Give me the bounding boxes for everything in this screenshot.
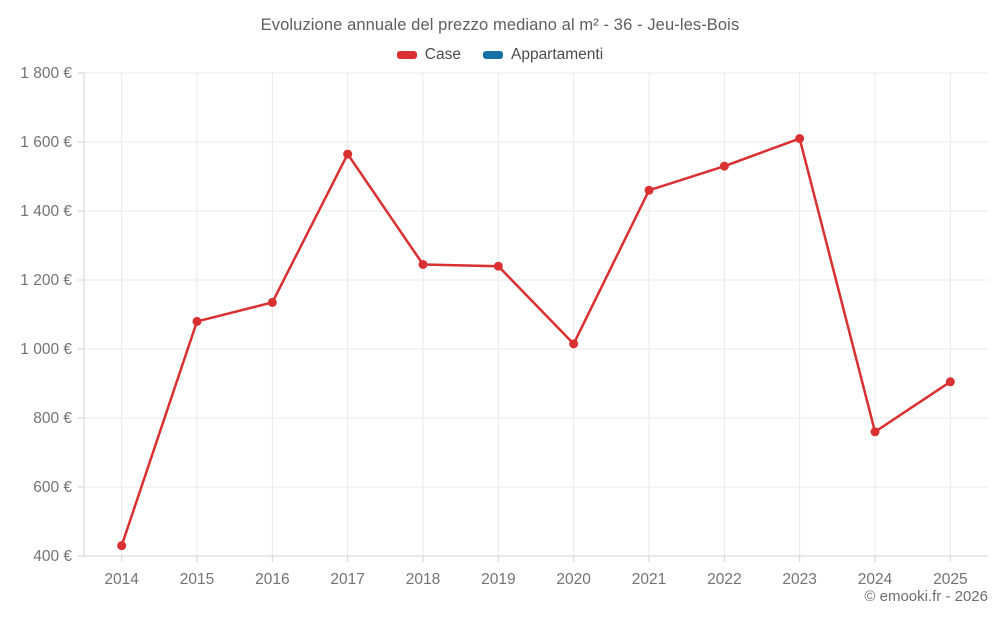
legend-label-appartamenti: Appartamenti (510, 46, 604, 63)
x-axis-label: 2025 (933, 571, 967, 588)
x-axis-label: 2020 (556, 571, 591, 588)
data-point[interactable] (945, 377, 955, 387)
x-axis-label: 2024 (858, 571, 893, 588)
copyright: © emooki.fr - 2026 (864, 588, 988, 605)
legend-item-appartamenti[interactable]: Appartamenti (482, 46, 604, 64)
data-point[interactable] (870, 427, 880, 437)
y-axis-label: 600 € (33, 479, 72, 496)
x-axis-label: 2023 (782, 571, 816, 588)
data-point[interactable] (795, 134, 805, 144)
chart-title: Evoluzione annuale del prezzo mediano al… (260, 16, 740, 34)
data-point[interactable] (343, 149, 353, 159)
x-axis-label: 2014 (104, 571, 139, 588)
x-axis-label: 2022 (707, 571, 741, 588)
x-axis-label: 2016 (255, 571, 289, 588)
data-point[interactable] (267, 297, 277, 307)
y-axis-label: 800 € (33, 410, 72, 427)
x-axis-label: 2021 (632, 571, 666, 588)
x-axis-label: 2019 (481, 571, 515, 588)
y-axis-label: 400 € (33, 548, 72, 565)
legend-item-case[interactable]: Case (396, 46, 461, 64)
data-point[interactable] (418, 259, 428, 269)
legend-swatch-appartamenti-icon (482, 51, 503, 59)
data-point[interactable] (117, 541, 127, 551)
legend-swatch-case-icon (396, 51, 417, 59)
data-point[interactable] (493, 261, 503, 271)
series-line-case (120, 137, 952, 547)
data-point[interactable] (192, 316, 202, 326)
y-axis-label: 1 600 € (20, 134, 72, 151)
y-axis-label: 1 400 € (20, 203, 72, 220)
y-axis-label: 1 200 € (20, 272, 72, 289)
y-axis-label: 1 800 € (20, 65, 72, 82)
x-axis-label: 2015 (180, 571, 214, 588)
x-axis-label: 2017 (330, 571, 364, 588)
data-point[interactable] (644, 185, 654, 195)
y-axis-label: 1 000 € (20, 341, 72, 358)
data-point[interactable] (719, 161, 729, 171)
legend-label-case: Case (424, 46, 461, 63)
x-axis-label: 2018 (406, 571, 440, 588)
legend: Case Appartamenti (0, 46, 1000, 64)
data-point[interactable] (569, 339, 579, 349)
